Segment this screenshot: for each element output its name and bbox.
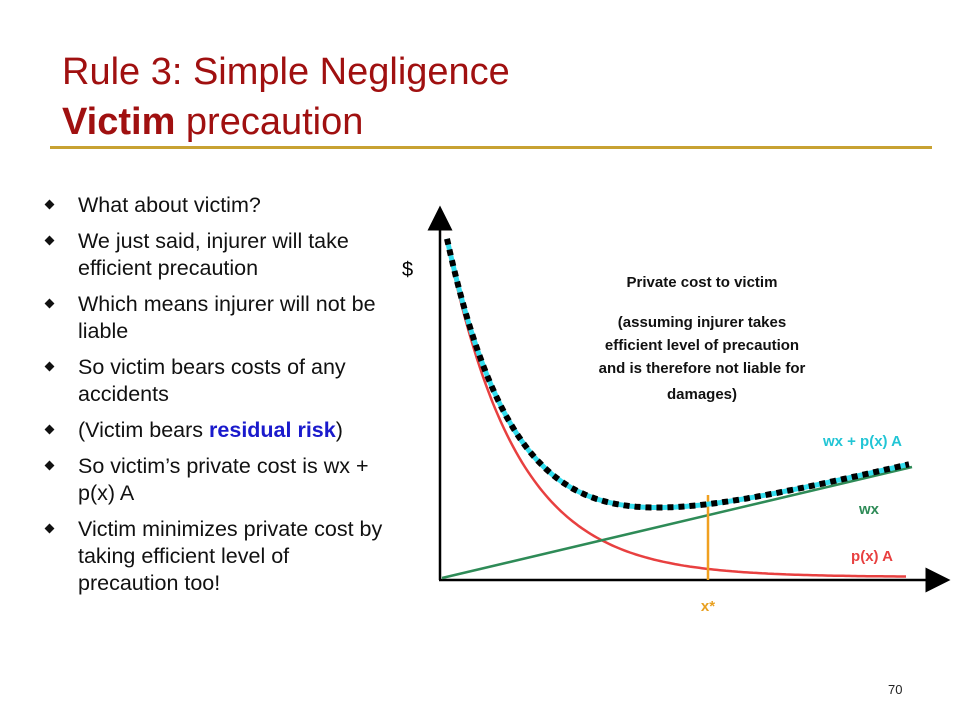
bullet-item: What about victim? (42, 192, 387, 219)
annotation-line-3: and is therefore not liable for (599, 360, 806, 377)
bullet-item: Which means injurer will not be liable (42, 291, 387, 345)
optimum-label: x* (701, 598, 715, 615)
title-underline (50, 146, 932, 149)
residual-risk-highlight: residual risk (209, 418, 336, 442)
risk-label: p(x) A (851, 548, 893, 565)
title-rest: precaution (175, 101, 364, 143)
bullet-item: (Victim bears residual risk) (42, 417, 387, 444)
annotation-title: Private cost to victim (627, 274, 778, 291)
bullet-item: Victim minimizes private cost by taking … (42, 516, 387, 597)
annotation-line-2: efficient level of precaution (605, 337, 799, 354)
bullet-item: So victim bears costs of any accidents (42, 354, 387, 408)
linear-cost-label: wx (858, 501, 880, 518)
total-cost-curve (444, 238, 910, 511)
bullet-item: So victim’s private cost is wx + p(x) A (42, 453, 387, 507)
annotation-line-4: damages) (667, 386, 737, 403)
bullet-list: What about victim? We just said, injurer… (42, 192, 387, 606)
y-axis-label: $ (402, 259, 413, 281)
total-cost-label: wx + p(x) A (822, 433, 902, 450)
title-bold-word: Victim (62, 101, 176, 143)
title-line-1: Rule 3: Simple Negligence (62, 51, 510, 93)
annotation-line-1: (assuming injurer takes (618, 314, 786, 331)
bullet-item: We just said, injurer will take efficien… (42, 228, 387, 282)
linear-cost-line (441, 465, 913, 580)
page-number: 70 (888, 682, 903, 697)
title-line-2: Victim precaution (62, 100, 363, 144)
risk-curve (445, 241, 906, 578)
